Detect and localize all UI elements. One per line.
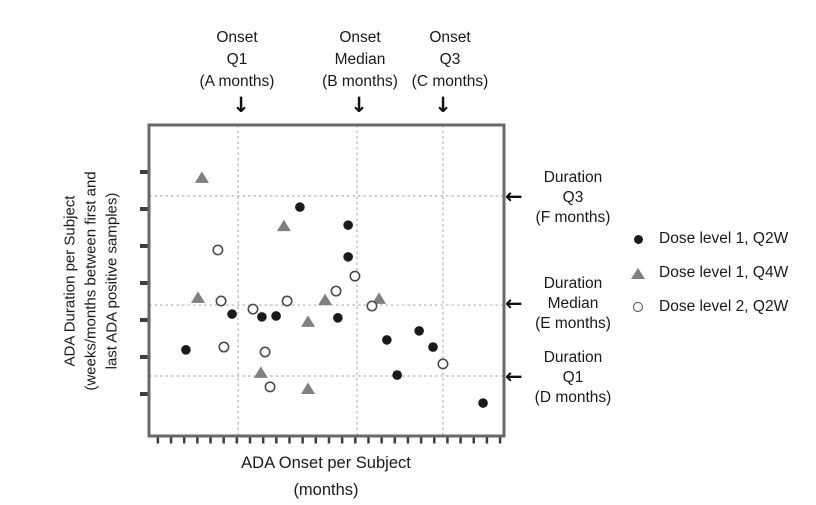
x-axis-title: ADA Onset per Subject (months) xyxy=(241,450,411,504)
annotation-line: Duration xyxy=(543,275,603,292)
annotation-line: Onset xyxy=(216,29,258,46)
data-point-open-circle xyxy=(212,244,224,256)
y-axis-title: ADA Duration per Subject (weeks/months b… xyxy=(60,111,123,451)
data-point-triangle xyxy=(301,315,316,327)
data-point-open-circle xyxy=(330,285,342,297)
legend-item-dose2-q2w: Dose level 2, Q2W xyxy=(629,290,788,324)
filled-triangle-icon xyxy=(629,267,647,279)
left-arrow-icon: ← xyxy=(505,291,523,316)
annotation-line: Onset xyxy=(339,29,381,46)
down-arrow-icon: ↓ xyxy=(434,93,452,117)
data-point-filled-circle xyxy=(392,370,402,380)
y-axis-title-line: last ADA positive samples) xyxy=(103,192,121,370)
data-point-triangle xyxy=(301,382,316,395)
legend-item-dose1-q2w: Dose level 1, Q2W xyxy=(629,222,788,256)
plot-border xyxy=(147,123,506,438)
data-point-triangle xyxy=(190,291,205,303)
data-point-filled-circle xyxy=(343,220,353,230)
left-arrow-icon: ← xyxy=(505,364,523,389)
y-axis-title-line: ADA Duration per Subject xyxy=(61,195,79,367)
annotation-line: Q1 xyxy=(562,369,584,386)
data-point-open-circle xyxy=(247,303,259,315)
legend-label: Dose level 1, Q2W xyxy=(659,230,789,247)
annotation-line: Duration xyxy=(543,349,603,366)
data-point-triangle xyxy=(372,292,387,304)
annotation-line: (F months) xyxy=(535,209,611,226)
data-point-filled-circle xyxy=(343,252,353,262)
annotation-line: Onset xyxy=(429,29,471,46)
y-axis-title-line: (weeks/months between first and xyxy=(82,171,100,391)
legend: Dose level 1, Q2W Dose level 1, Q4W Dose… xyxy=(629,222,788,324)
legend-item-dose1-q4w: Dose level 1, Q4W xyxy=(629,256,788,290)
annotation-line: Q3 xyxy=(439,51,461,68)
annotation-line: (D months) xyxy=(534,389,612,406)
annotation-line: Duration xyxy=(543,169,603,186)
data-point-filled-circle xyxy=(181,345,191,355)
annotation-line: (E months) xyxy=(535,315,611,332)
legend-label: Dose level 1, Q4W xyxy=(659,264,789,281)
duration-q3-annotation: Duration Q3 (F months) xyxy=(498,168,648,228)
data-point-open-circle xyxy=(218,341,230,353)
data-point-open-circle xyxy=(437,358,449,370)
onset-q1-annotation: Onset Q1 (A months) xyxy=(167,27,307,93)
data-point-filled-circle xyxy=(227,309,237,319)
data-point-open-circle xyxy=(281,295,293,307)
annotation-line: (A months) xyxy=(199,73,275,90)
data-point-filled-circle xyxy=(382,335,392,345)
data-point-triangle xyxy=(194,171,209,183)
left-arrow-icon: ← xyxy=(505,184,523,209)
data-point-filled-circle xyxy=(271,311,281,321)
down-arrow-icon: ↓ xyxy=(350,93,368,117)
x-axis-title-line: (months) xyxy=(293,481,359,499)
annotation-line: Median xyxy=(334,51,386,68)
legend-label: Dose level 2, Q2W xyxy=(659,298,789,315)
annotation-line: (C months) xyxy=(411,73,489,90)
data-point-filled-circle xyxy=(414,326,424,336)
annotation-line: Q1 xyxy=(226,51,248,68)
data-point-open-circle xyxy=(366,300,378,312)
data-point-filled-circle xyxy=(478,398,488,408)
annotation-line: Q3 xyxy=(562,189,584,206)
data-point-open-circle xyxy=(264,381,276,393)
annotation-line: Median xyxy=(547,295,599,312)
data-point-triangle xyxy=(318,293,333,306)
open-circle-icon xyxy=(629,302,647,312)
annotation-line: (B months) xyxy=(322,73,398,90)
data-point-triangle xyxy=(276,219,291,232)
data-point-filled-circle xyxy=(333,313,343,323)
data-point-open-circle xyxy=(349,270,361,282)
data-point-filled-circle xyxy=(295,202,305,212)
data-point-filled-circle xyxy=(257,312,267,322)
data-point-open-circle xyxy=(259,346,271,358)
data-point-triangle xyxy=(253,366,268,378)
data-point-filled-circle xyxy=(428,342,438,352)
filled-circle-icon xyxy=(629,234,647,244)
down-arrow-icon: ↓ xyxy=(232,93,250,117)
x-axis-title-line: ADA Onset per Subject xyxy=(241,454,411,472)
onset-q3-annotation: Onset Q3 (C months) xyxy=(380,27,520,93)
duration-median-annotation: Duration Median (E months) xyxy=(498,274,648,334)
data-point-open-circle xyxy=(215,295,227,307)
onset-median-annotation: Onset Median (B months) xyxy=(290,27,430,93)
duration-q1-annotation: Duration Q1 (D months) xyxy=(498,348,648,408)
